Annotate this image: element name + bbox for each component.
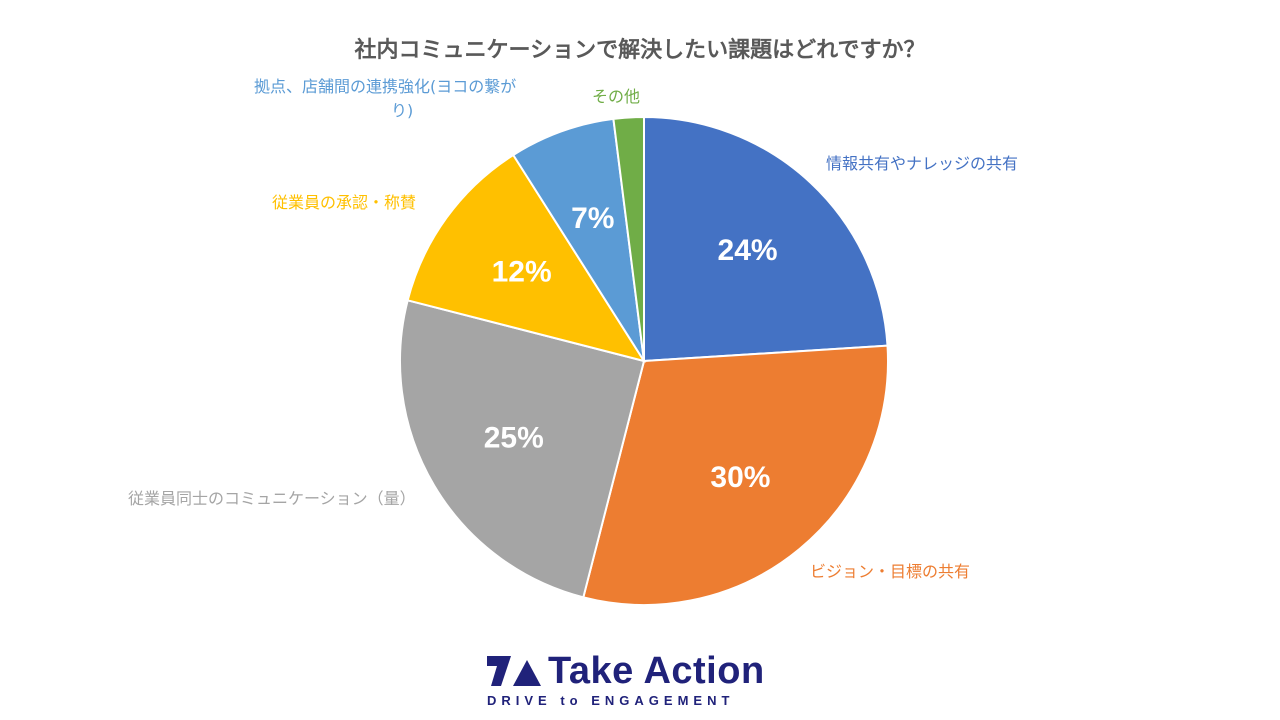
label-branch-cooperation-line2: り) xyxy=(391,101,414,120)
label-branch-cooperation-line1: 拠点、店舗間の連携強化(ヨコの繋が xyxy=(254,77,517,96)
logo-name: Take Action xyxy=(548,650,765,692)
label-employee-communication: 従業員同士のコミュニケーション（量） xyxy=(128,489,416,508)
label-vision-sharing: ビジョン・目標の共有 xyxy=(810,562,971,581)
label-info-sharing: 情報共有やナレッジの共有 xyxy=(826,154,1019,173)
pie-value-label-0: 24% xyxy=(718,234,778,267)
label-other: その他 xyxy=(592,87,641,106)
chart-title: 社内コミュニケーションで解決したい課題はどれですか？ xyxy=(354,38,926,63)
logo-tagline: DRIVE to ENGAGEMENT xyxy=(487,693,735,708)
pie-value-label-4: 7% xyxy=(571,202,614,235)
pie-slice-1 xyxy=(582,344,889,606)
pie-slice-3 xyxy=(406,153,647,363)
pie-value-label-3: 12% xyxy=(492,256,552,289)
pie-slice-5 xyxy=(612,115,645,362)
label-recognition-praise: 従業員の承認・称賛 xyxy=(272,193,417,212)
pie-value-label-1: 30% xyxy=(710,461,770,494)
take-action-logo-icon xyxy=(487,656,541,686)
pie-slice-0 xyxy=(643,115,889,363)
pie-slice-2 xyxy=(399,299,646,599)
pie-value-label-2: 25% xyxy=(484,422,544,455)
pie-slice-4 xyxy=(511,117,645,362)
